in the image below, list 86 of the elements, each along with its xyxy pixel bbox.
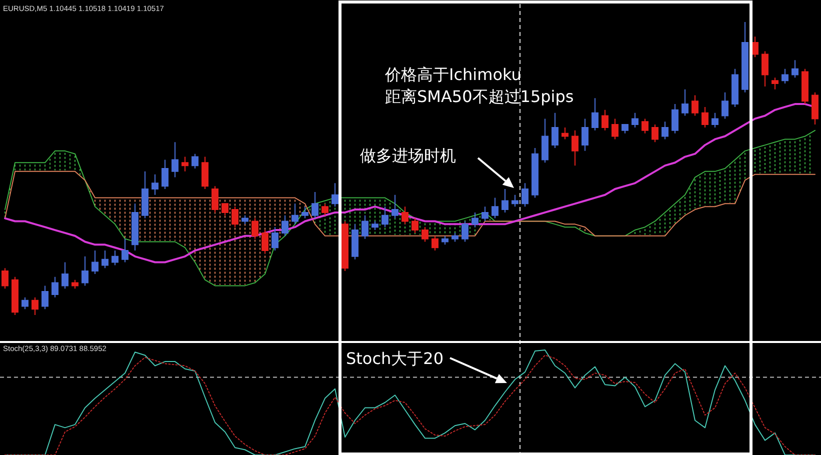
- candlestick: [732, 68, 738, 108]
- candlestick: [232, 206, 238, 228]
- candlestick: [642, 118, 648, 134]
- candlestick: [352, 224, 358, 260]
- candlestick: [722, 92, 728, 120]
- candlestick: [772, 77, 778, 90]
- candlestick: [152, 174, 158, 196]
- candlestick: [102, 250, 108, 269]
- candlestick: [62, 262, 68, 290]
- candlestick: [372, 220, 378, 231]
- candlestick: [392, 194, 398, 219]
- candlestick: [112, 250, 118, 266]
- candlestick: [522, 182, 528, 208]
- candlestick: [362, 214, 368, 240]
- candlestick: [632, 112, 638, 128]
- candlestick: [622, 124, 628, 134]
- candlestick: [552, 112, 558, 148]
- candlestick: [672, 104, 678, 134]
- candlestick: [432, 235, 438, 252]
- candlestick: [382, 206, 388, 228]
- candlestick: [332, 182, 338, 208]
- candlestick: [12, 276, 18, 316]
- candlestick: [312, 191, 318, 219]
- candlestick: [482, 206, 488, 222]
- candlestick: [692, 94, 698, 116]
- candlestick: [272, 226, 278, 252]
- candlestick: [172, 142, 178, 178]
- candlestick: [192, 153, 198, 169]
- candlestick: [292, 203, 298, 225]
- candlestick: [82, 256, 88, 286]
- candlestick: [682, 88, 688, 116]
- candlestick: [452, 232, 458, 242]
- candlestick: [532, 147, 538, 198]
- candlestick: [582, 118, 588, 152]
- candlestick: [42, 285, 48, 310]
- candlestick: [562, 126, 568, 140]
- candlestick: [742, 22, 748, 93]
- candlestick: [122, 238, 128, 263]
- candlestick: [792, 60, 798, 78]
- candlestick: [162, 159, 168, 190]
- candlestick: [282, 214, 288, 236]
- candlestick: [502, 188, 508, 213]
- candlestick: [72, 279, 78, 290]
- candlestick: [462, 220, 468, 242]
- candlestick: [142, 170, 148, 219]
- candlestick: [442, 235, 448, 246]
- candlestick: [242, 214, 248, 225]
- candlestick: [512, 194, 518, 208]
- candlestick: [132, 203, 138, 252]
- candlestick: [782, 68, 788, 84]
- candlestick: [802, 68, 808, 105]
- candlestick: [412, 218, 418, 234]
- candlestick: [712, 112, 718, 128]
- candlestick: [92, 250, 98, 274]
- candlestick: [652, 124, 658, 143]
- annotation: 价格高于Ichimoku: [384, 65, 522, 84]
- candlestick: [812, 92, 818, 126]
- candlestick: [2, 268, 8, 290]
- annotation: Stoch大于20: [346, 349, 444, 368]
- candlestick: [572, 130, 578, 166]
- candlestick: [222, 203, 228, 216]
- candlestick: [52, 276, 58, 298]
- candlestick: [182, 156, 188, 172]
- candlestick: [32, 296, 38, 316]
- candlestick: [542, 118, 548, 164]
- candlestick: [612, 118, 618, 140]
- candlestick: [752, 36, 758, 58]
- candlestick: [202, 156, 208, 190]
- candlestick: [592, 98, 598, 131]
- candlestick: [22, 296, 28, 310]
- candlestick: [302, 206, 308, 219]
- candlestick: [212, 186, 218, 213]
- candlestick: [422, 226, 428, 242]
- candlestick: [402, 206, 408, 225]
- candlestick: [472, 212, 478, 228]
- candlestick: [762, 50, 768, 87]
- candlestick: [602, 109, 608, 131]
- candlestick: [492, 197, 498, 219]
- candlestick: [262, 230, 268, 254]
- annotation: 做多进场时机: [360, 146, 456, 165]
- candlestick: [662, 121, 668, 140]
- candlestick: [252, 218, 258, 240]
- annotation: 距离SMA50不超过15pips: [385, 87, 574, 106]
- candlestick: [322, 203, 328, 216]
- candlestick: [702, 106, 708, 128]
- candlestick: [342, 220, 348, 272]
